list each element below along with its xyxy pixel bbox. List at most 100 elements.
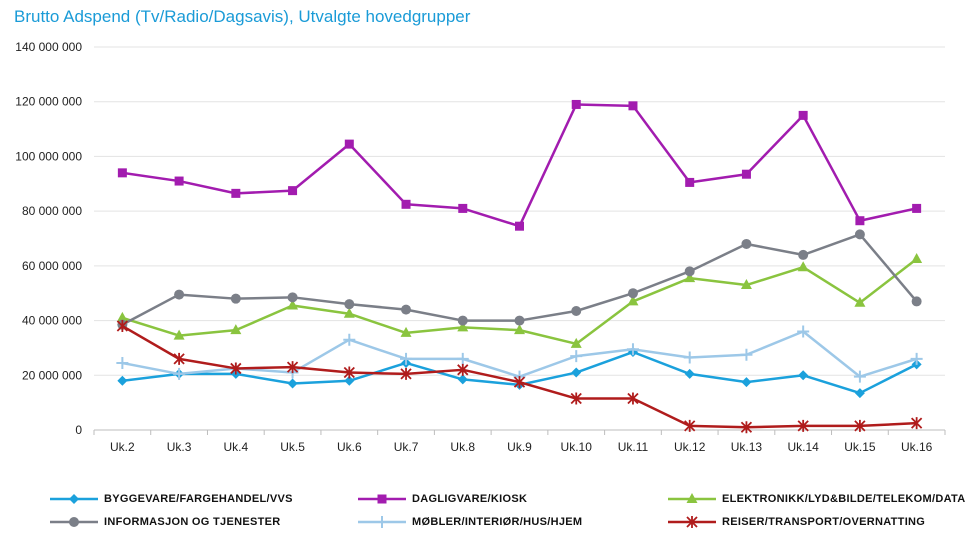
data-point [854, 388, 865, 399]
data-point [174, 289, 185, 300]
x-tick-label: Uk.4 [223, 440, 248, 454]
data-point [798, 249, 809, 260]
x-tick-label: Uk.6 [337, 440, 362, 454]
data-point [571, 305, 582, 316]
series-6 [116, 320, 923, 434]
data-point [798, 370, 809, 381]
data-point [344, 139, 354, 149]
x-tick-label: Uk.14 [787, 440, 819, 454]
data-point [627, 392, 639, 405]
data-point [797, 325, 810, 338]
data-point [683, 351, 696, 364]
y-tick-label: 100 000 000 [15, 149, 82, 163]
data-point [853, 370, 866, 383]
data-point [854, 296, 866, 307]
y-tick-label: 60 000 000 [22, 259, 82, 273]
data-point [343, 366, 355, 379]
data-point [684, 266, 695, 277]
data-point [797, 419, 809, 432]
x-tick-label: Uk.9 [507, 440, 532, 454]
data-point [515, 221, 524, 231]
data-point [343, 307, 355, 318]
data-point [456, 352, 469, 365]
data-point [514, 324, 525, 335]
data-point [741, 238, 752, 249]
series-4 [117, 229, 922, 330]
series-line [121, 233, 918, 326]
data-point [173, 367, 186, 380]
data-point [798, 110, 808, 120]
data-point [628, 101, 638, 111]
x-axis: Uk.2 Uk.3 Uk.4 Uk.5 Uk.6 Uk.7 Uk.8 Uk.9 Uk.10 Uk.… [93, 429, 946, 454]
series-line [122, 330, 918, 378]
x-tick-label: Uk.11 [618, 440, 649, 454]
series-line [122, 103, 917, 228]
x-tick-label: Uk.16 [901, 440, 933, 454]
data-point [287, 292, 298, 303]
data-point [684, 272, 696, 283]
data-point [230, 362, 242, 375]
data-point [685, 177, 695, 187]
data-point [116, 356, 129, 369]
data-point [230, 293, 241, 304]
x-tick-label: Uk.12 [674, 440, 706, 454]
data-point [854, 419, 866, 432]
data-point [287, 299, 299, 310]
data-point [288, 186, 298, 196]
data-point [684, 419, 696, 432]
y-tick-label: 80 000 000 [22, 204, 82, 218]
data-point [173, 352, 185, 365]
x-tick-label: Uk.7 [394, 440, 419, 454]
data-point [570, 350, 583, 363]
data-point [741, 377, 752, 388]
data-point [287, 378, 298, 389]
x-tick-label: Uk.13 [731, 440, 763, 454]
data-point [174, 176, 184, 186]
data-point [343, 333, 356, 346]
data-point [231, 188, 241, 198]
series-2 [117, 99, 922, 231]
y-axis: 0 20 000 000 40 000 000 60 000 000 80 000 00… [15, 40, 82, 437]
series-3 [116, 253, 923, 348]
data-point [684, 368, 695, 379]
data-point [344, 299, 355, 310]
data-point [571, 99, 581, 109]
data-point [854, 229, 865, 240]
data-point [117, 375, 128, 386]
data-point [230, 324, 242, 335]
y-tick-label: 0 [75, 423, 82, 437]
series-lines [116, 99, 923, 434]
data-point [855, 216, 865, 226]
data-point [513, 376, 526, 389]
data-point [401, 304, 412, 315]
y-tick-label: 140 000 000 [15, 40, 82, 54]
x-tick-label: Uk.8 [450, 440, 475, 454]
data-point [457, 315, 468, 326]
data-point [627, 288, 638, 299]
data-point [116, 311, 128, 322]
data-point [570, 392, 582, 405]
data-point [911, 296, 922, 307]
y-tick-label: 40 000 000 [22, 314, 82, 328]
data-point [400, 352, 413, 365]
data-point [910, 352, 923, 365]
x-tick-label: Uk.15 [844, 440, 876, 454]
data-point [912, 203, 922, 213]
x-tick-label: Uk.5 [280, 440, 305, 454]
data-point [740, 421, 753, 434]
data-point [116, 320, 129, 333]
data-point [286, 361, 299, 374]
data-point [571, 367, 582, 378]
data-point [741, 169, 751, 179]
y-tick-label: 20 000 000 [22, 368, 82, 382]
data-point [910, 417, 923, 430]
data-point [740, 348, 753, 361]
y-tick-label: 120 000 000 [15, 95, 82, 109]
chart-title: Brutto Adspend (Tv/Radio/Dagsavis), Utva… [14, 7, 471, 26]
data-point [173, 329, 185, 340]
data-point [740, 279, 752, 290]
data-point [400, 367, 412, 380]
data-point [401, 199, 411, 209]
data-point [911, 253, 923, 264]
x-tick-label: Uk.3 [167, 440, 192, 454]
